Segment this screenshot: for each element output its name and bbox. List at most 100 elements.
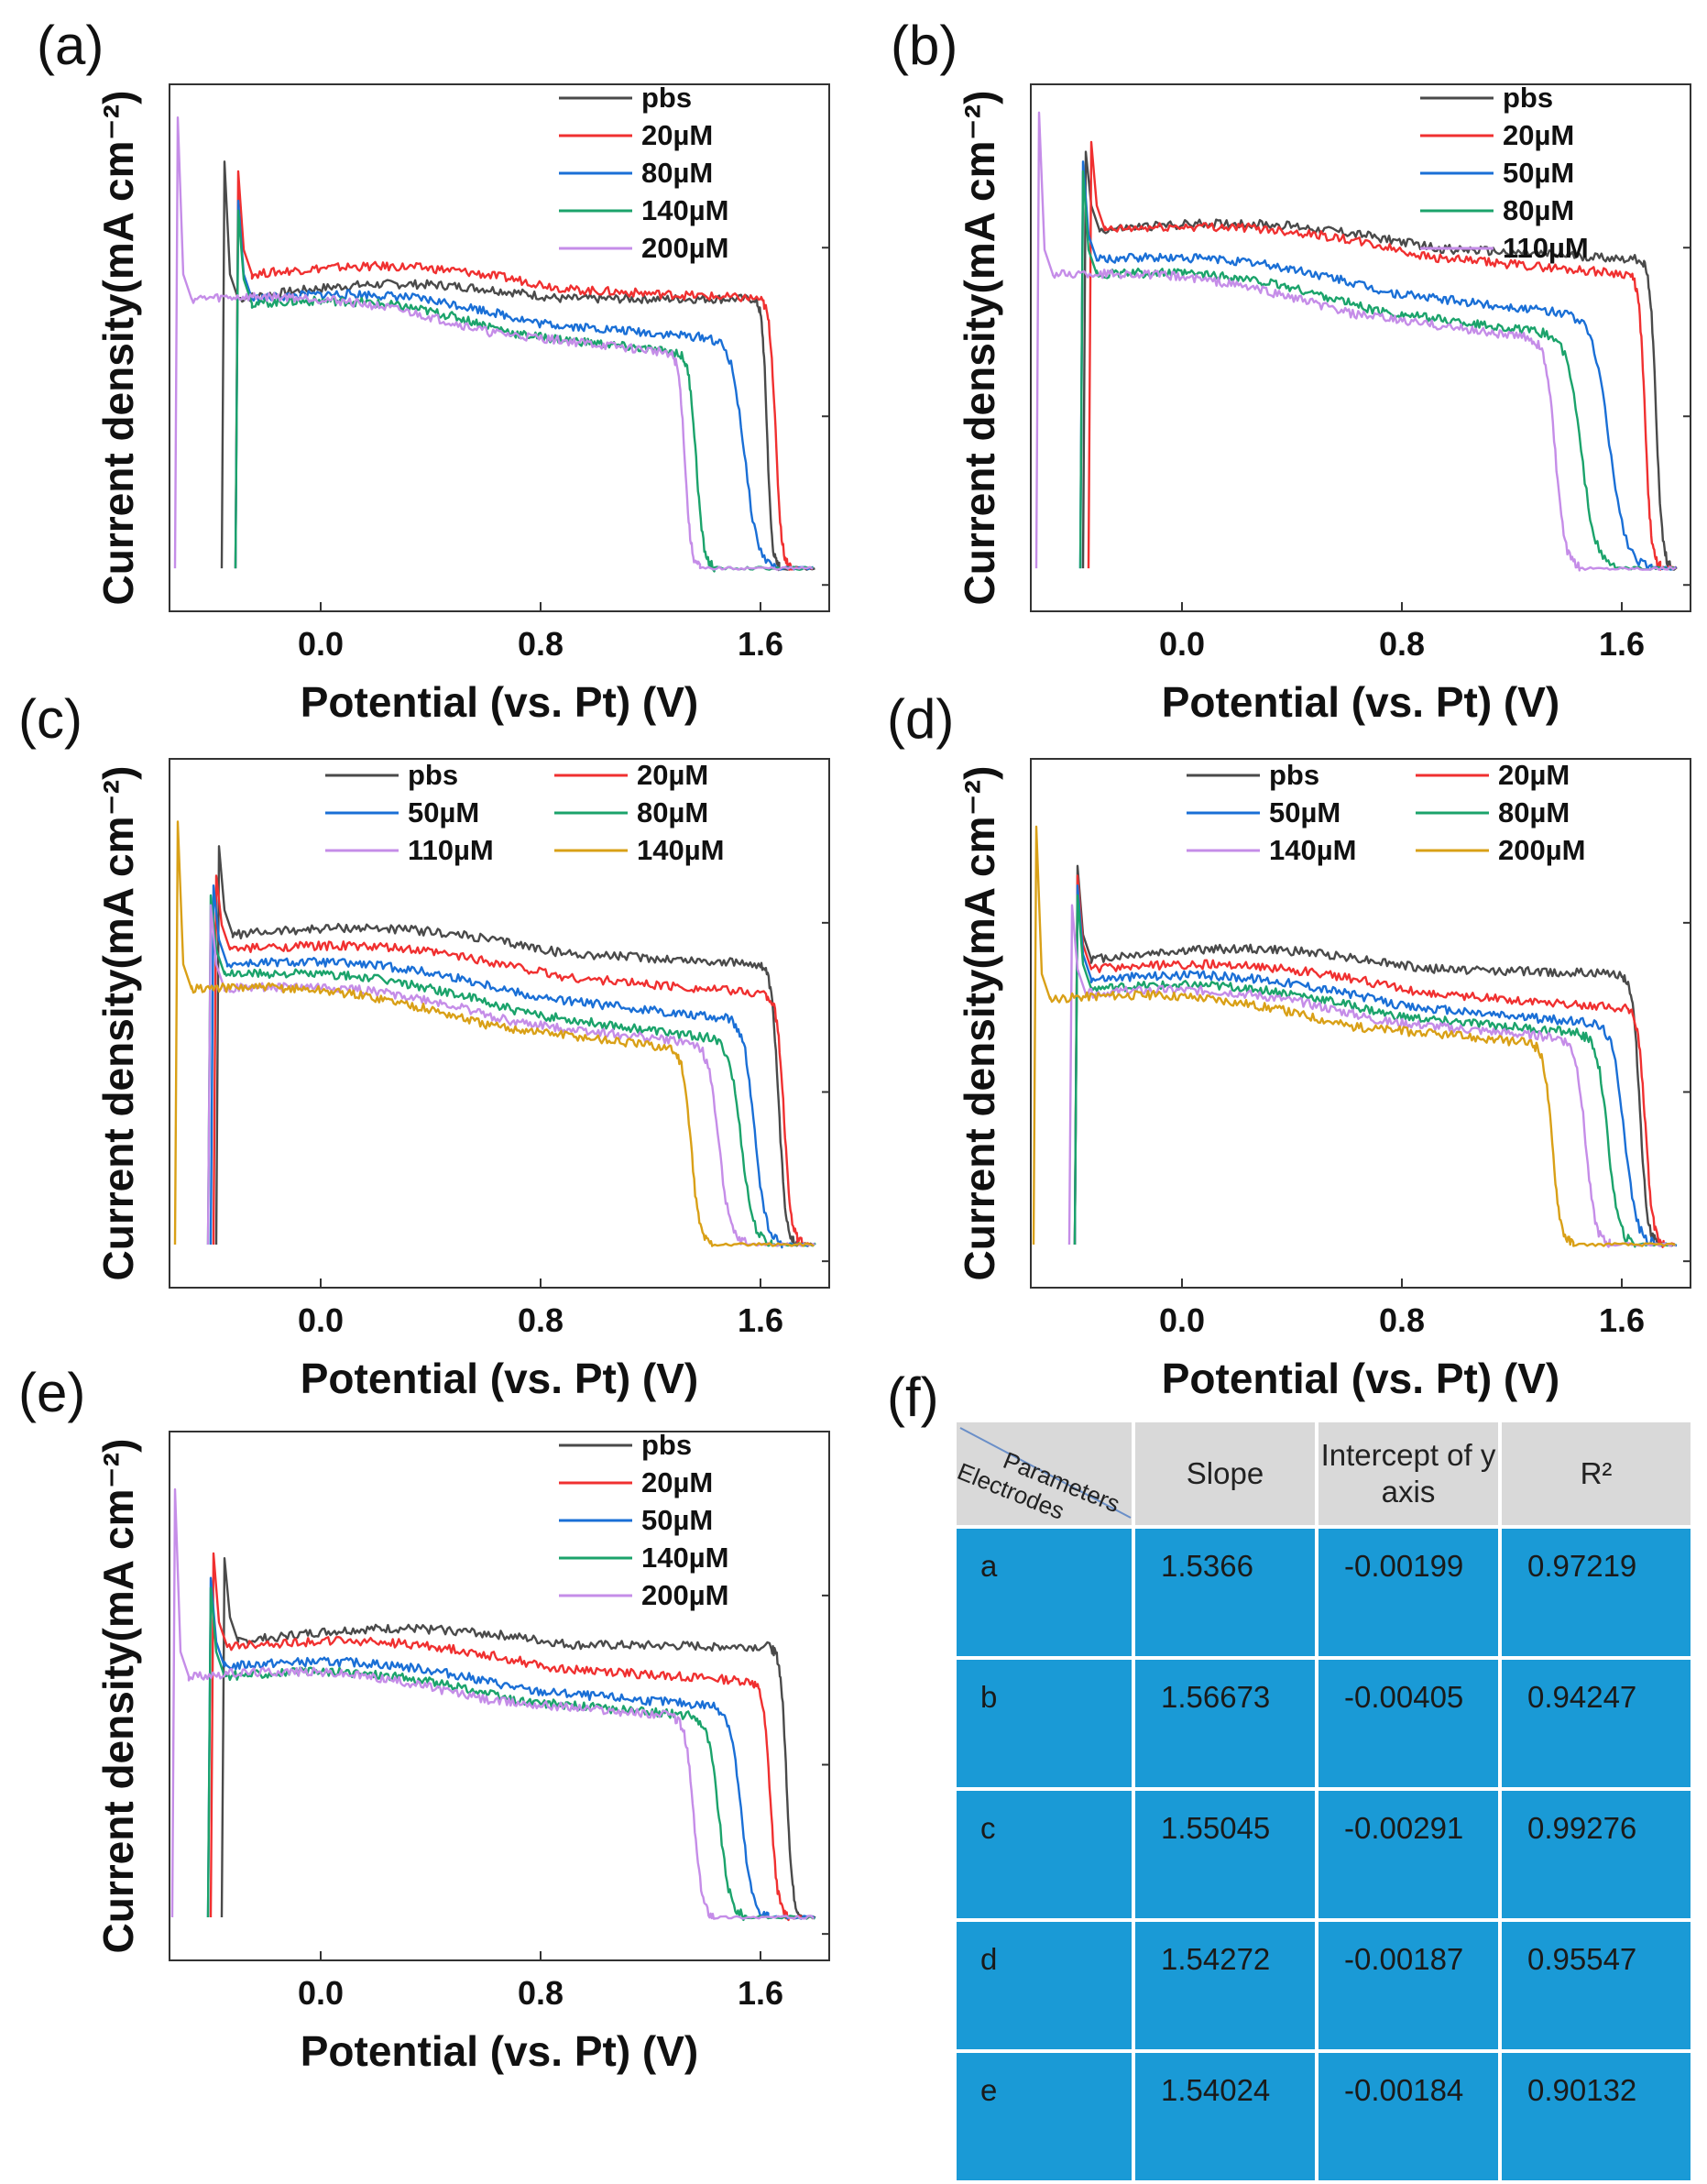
legend-entry: 80µM (1498, 796, 1570, 829)
legend-entry: 200µM (641, 232, 728, 264)
legend-entry: 140µM (641, 194, 728, 226)
series-line-80µM (1078, 170, 1676, 571)
series-line-140µM (1067, 904, 1677, 1248)
series-line-20µM (1087, 140, 1678, 571)
electrode-cell: a (953, 1525, 1135, 1660)
x-tick-label: 0.8 (518, 1974, 564, 2012)
column-header-slope: Slope (1132, 1419, 1319, 1529)
x-axis-title: Potential (vs. Pt) (V) (301, 678, 698, 726)
series-line-140µM (234, 209, 814, 573)
figure-canvas: (a) 0.0 0.8 1.6 Potential (vs. Pt) (V) Curren… (18, 15, 1691, 2075)
series-line-80µM (234, 199, 814, 571)
diagonal-divider (959, 1427, 1132, 1519)
y-axis-title: Current density(mA cm⁻²) (94, 1439, 142, 1954)
slope-cell: 1.55045 (1132, 1787, 1319, 1922)
slope-cell: 1.54024 (1132, 2049, 1319, 2184)
series-line-140µM (173, 820, 815, 1247)
r2-cell: 0.94247 (1498, 1656, 1694, 1791)
chart-panel-d: (d) 0.0 0.8 1.6 Potential (vs. Pt) (V) Curren… (887, 688, 1691, 1402)
plot-frame (1030, 758, 1691, 1289)
x-tick-label: 1.6 (1599, 1301, 1645, 1339)
chart-panel-e: (e) 0.0 0.8 1.6 Potential (vs. Pt) (V) Curren… (18, 1362, 830, 2075)
x-tick-label: 0.8 (1379, 1301, 1425, 1339)
series-line-110µM (1034, 111, 1677, 572)
slope-cell: 1.54272 (1132, 1918, 1319, 2053)
r2-cell: 0.99276 (1498, 1787, 1694, 1922)
y-axis-title: Current density(mA cm⁻²) (94, 766, 142, 1281)
intercept-cell: -0.00405 (1315, 1656, 1502, 1791)
table-row: d 1.54272 -0.00187 0.95547 (953, 1918, 1694, 2053)
legend-entry: pbs (641, 82, 692, 114)
x-axis-title: Potential (vs. Pt) (V) (1162, 678, 1559, 726)
legend-entry: 200µM (641, 1579, 728, 1611)
legend-entry: 200µM (1498, 834, 1585, 866)
x-tick-label: 0.0 (1159, 1301, 1205, 1339)
legend-entry: pbs (1503, 82, 1553, 114)
intercept-cell: -0.00184 (1315, 2049, 1502, 2184)
x-tick-label: 1.6 (738, 625, 783, 663)
series-line-20µM (212, 874, 814, 1246)
intercept-cell: -0.00199 (1315, 1525, 1502, 1660)
x-tick-label: 1.6 (738, 1974, 783, 2012)
series-line-50µM (209, 884, 815, 1249)
y-axis-title: Current density(mA cm⁻²) (956, 766, 1003, 1281)
chart-panel-c: (c) 0.0 0.8 1.6 Potential (vs. Pt) (V) Curren… (18, 688, 830, 1402)
series-line-80µM (206, 894, 816, 1247)
legend-entry: 140µM (641, 1542, 728, 1574)
x-tick-label: 0.8 (518, 1301, 564, 1339)
legend-entry: 20µM (641, 119, 713, 151)
series-line-pbs (1073, 864, 1676, 1247)
legend-entry: 80µM (641, 157, 713, 189)
parameters-table: Parameters Electrodes Slope Intercept of… (953, 1419, 1694, 2184)
x-tick-label: 0.0 (1159, 625, 1205, 663)
panel-label: (b) (891, 15, 957, 76)
plot-frame (169, 83, 830, 612)
legend-entry: pbs (408, 759, 458, 791)
panel-label: (e) (18, 1362, 85, 1423)
column-header-r2: R² (1498, 1419, 1694, 1529)
legend-entry: 20µM (1503, 119, 1574, 151)
series-line-200µM (1032, 825, 1676, 1247)
chart-panel-b: (b) 0.0 0.8 1.6 Potential (vs. Pt) (V) Curren… (891, 15, 1691, 726)
r2-cell: 0.95547 (1498, 1918, 1694, 2053)
electrode-cell: b (953, 1656, 1135, 1791)
legend-entry: 140µM (637, 834, 724, 866)
intercept-cell: -0.00187 (1315, 1918, 1502, 2053)
panel-f-label: (f) (887, 1366, 939, 1428)
x-tick-label: 1.6 (738, 1301, 783, 1339)
legend-entry: 50µM (1503, 157, 1574, 189)
y-axis-title: Current density(mA cm⁻²) (956, 91, 1003, 606)
r2-cell: 0.90132 (1498, 2049, 1694, 2184)
series-line-50µM (1078, 160, 1678, 571)
series-line-50µM (1073, 884, 1678, 1247)
legend-entry: 20µM (1498, 759, 1570, 791)
x-tick-label: 0.0 (298, 625, 344, 663)
series-line-200µM (173, 115, 814, 571)
legend-entry: 50µM (408, 796, 479, 829)
panel-label: (a) (37, 15, 104, 76)
panel-label: (d) (887, 688, 954, 750)
r2-cell: 0.97219 (1498, 1525, 1694, 1660)
legend-entry: pbs (641, 1429, 692, 1461)
legend-entry: pbs (1269, 759, 1319, 791)
panel-label: (c) (18, 688, 82, 750)
x-tick-label: 0.8 (1379, 625, 1425, 663)
x-tick-label: 0.0 (298, 1301, 344, 1339)
legend-entry: 80µM (637, 796, 708, 829)
chart-panel-a: (a) 0.0 0.8 1.6 Potential (vs. Pt) (V) Curren… (37, 15, 830, 726)
intercept-cell: -0.00291 (1315, 1787, 1502, 1922)
legend-entry: 140µM (1269, 834, 1356, 866)
legend-entry: 50µM (641, 1504, 713, 1536)
slope-cell: 1.5366 (1132, 1525, 1319, 1660)
series-line-20µM (234, 170, 814, 571)
corner-header-cell: Parameters Electrodes (953, 1419, 1135, 1529)
electrode-cell: e (953, 2049, 1135, 2184)
legend-entry: 20µM (637, 759, 708, 791)
legend-entry: 110µM (408, 834, 494, 866)
series-line-20µM (1073, 874, 1675, 1248)
x-tick-label: 1.6 (1599, 625, 1645, 663)
series-line-pbs (214, 845, 815, 1247)
x-axis-title: Potential (vs. Pt) (V) (301, 2027, 698, 2075)
table-header-row: Parameters Electrodes Slope Intercept of… (953, 1419, 1694, 1529)
plot-frame (169, 758, 830, 1289)
